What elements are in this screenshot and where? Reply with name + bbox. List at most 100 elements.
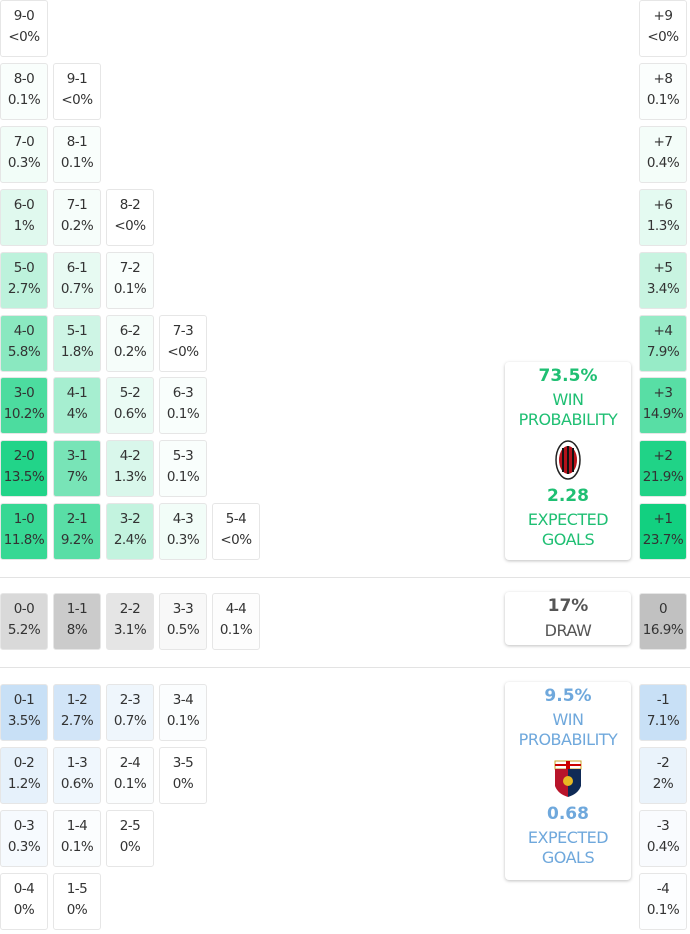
probability-label: 16.9% [642, 622, 684, 638]
score-label: 3-0 [13, 385, 35, 401]
home-score-cell: 2-1 9.2% [53, 503, 101, 560]
home-margin-cell: +7 0.4% [639, 126, 687, 183]
score-label: -4 [656, 881, 670, 897]
away-xg-label: GOALS [541, 848, 595, 867]
draw-score-cell: 3-3 0.5% [159, 593, 207, 650]
away-score-cell: 1-3 0.6% [53, 747, 101, 804]
probability-label: 0.1% [646, 902, 680, 918]
probability-label: 0.1% [166, 713, 200, 729]
score-label: 4-4 [225, 601, 247, 617]
away-margin-cell: -1 7.1% [639, 684, 687, 741]
score-label: +6 [653, 197, 673, 213]
away-margin-cell: -4 0.1% [639, 873, 687, 930]
probability-label: 11.8% [3, 532, 45, 548]
score-label: 1-5 [66, 881, 88, 897]
home-score-cell: 6-3 0.1% [159, 377, 207, 434]
score-label: 1-2 [66, 692, 88, 708]
probability-label: <0% [8, 29, 40, 45]
probability-label: 0.7% [113, 713, 147, 729]
probability-label: <0% [220, 532, 252, 548]
probability-label: 7% [66, 469, 88, 485]
home-score-cell: 7-1 0.2% [53, 189, 101, 246]
score-label: 0-2 [13, 755, 35, 771]
probability-label: 0.6% [60, 776, 94, 792]
home-score-cell: 6-2 0.2% [106, 315, 154, 372]
probability-label: 0.1% [7, 92, 41, 108]
home-score-cell: 4-3 0.3% [159, 503, 207, 560]
divider [0, 577, 690, 578]
home-win-label: PROBABILITY [518, 410, 618, 429]
probability-label: 1.3% [646, 218, 680, 234]
probability-label: 0.4% [646, 155, 680, 171]
home-score-cell: 7-3 <0% [159, 315, 207, 372]
ac-milan-crest-icon [555, 440, 581, 480]
probability-label: <0% [61, 92, 93, 108]
score-label: 1-3 [66, 755, 88, 771]
probability-label: 0.1% [60, 155, 94, 171]
probability-label: 0.1% [113, 776, 147, 792]
score-label: 9-1 [66, 71, 88, 87]
away-xg-label: EXPECTED [527, 828, 609, 847]
away-score-cell: 2-3 0.7% [106, 684, 154, 741]
score-label: 8-0 [13, 71, 35, 87]
away-score-cell: 0-2 1.2% [0, 747, 48, 804]
probability-label: 1% [13, 218, 35, 234]
home-score-cell: 7-2 0.1% [106, 252, 154, 309]
home-score-cell: 8-0 0.1% [0, 63, 48, 120]
probability-label: 5.8% [7, 344, 41, 360]
probability-label: 0.1% [60, 839, 94, 855]
score-label: +5 [653, 260, 673, 276]
score-label: 7-3 [172, 323, 194, 339]
probability-label: 4% [66, 406, 88, 422]
home-score-cell: 7-0 0.3% [0, 126, 48, 183]
home-score-cell: 5-0 2.7% [0, 252, 48, 309]
home-xg: 2.28 [547, 486, 589, 506]
score-label: 7-2 [119, 260, 141, 276]
away-score-cell: 2-4 0.1% [106, 747, 154, 804]
score-label: 0-1 [13, 692, 35, 708]
away-win-label: PROBABILITY [518, 730, 618, 749]
probability-label: 1.8% [60, 344, 94, 360]
home-score-cell: 9-0 <0% [0, 0, 48, 57]
draw-pct: 17% [547, 596, 589, 616]
home-margin-cell: +8 0.1% [639, 63, 687, 120]
score-label: 5-1 [66, 323, 88, 339]
away-xg: 0.68 [547, 804, 589, 824]
home-score-cell: 2-0 13.5% [0, 440, 48, 497]
score-label: 6-2 [119, 323, 141, 339]
home-score-cell: 5-1 1.8% [53, 315, 101, 372]
home-score-cell: 8-2 <0% [106, 189, 154, 246]
score-label: 0-0 [13, 601, 35, 617]
score-label: 1-0 [13, 511, 35, 527]
score-label: 2-3 [119, 692, 141, 708]
score-label: -2 [656, 755, 670, 771]
score-label: 4-1 [66, 385, 88, 401]
probability-label: 21.9% [642, 469, 684, 485]
score-label: +8 [653, 71, 673, 87]
probability-label: 1.3% [113, 469, 147, 485]
score-label: 3-3 [172, 601, 194, 617]
probability-label: 8% [66, 622, 88, 638]
probability-label: 0% [119, 839, 141, 855]
probability-label: 10.2% [3, 406, 45, 422]
home-summary-card: 73.5% WIN PROBABILITY 2.28 EXPECTED GOAL… [505, 362, 631, 560]
probability-label: 0% [66, 902, 88, 918]
away-win-label: WIN [552, 710, 584, 729]
score-label: -3 [656, 818, 670, 834]
home-score-cell: 3-1 7% [53, 440, 101, 497]
score-label: 5-2 [119, 385, 141, 401]
probability-label: 0.1% [166, 406, 200, 422]
score-label: 8-1 [66, 134, 88, 150]
probability-label: 0.3% [7, 155, 41, 171]
probability-label: 7.1% [646, 713, 680, 729]
home-margin-cell: +6 1.3% [639, 189, 687, 246]
score-label: 0 [658, 601, 668, 617]
probability-label: 13.5% [3, 469, 45, 485]
genoa-crest-icon [554, 760, 582, 797]
probability-label: 0.2% [60, 218, 94, 234]
score-label: 8-2 [119, 197, 141, 213]
draw-score-cell: 0-0 5.2% [0, 593, 48, 650]
score-label: 2-0 [13, 448, 35, 464]
home-margin-cell: +3 14.9% [639, 377, 687, 434]
